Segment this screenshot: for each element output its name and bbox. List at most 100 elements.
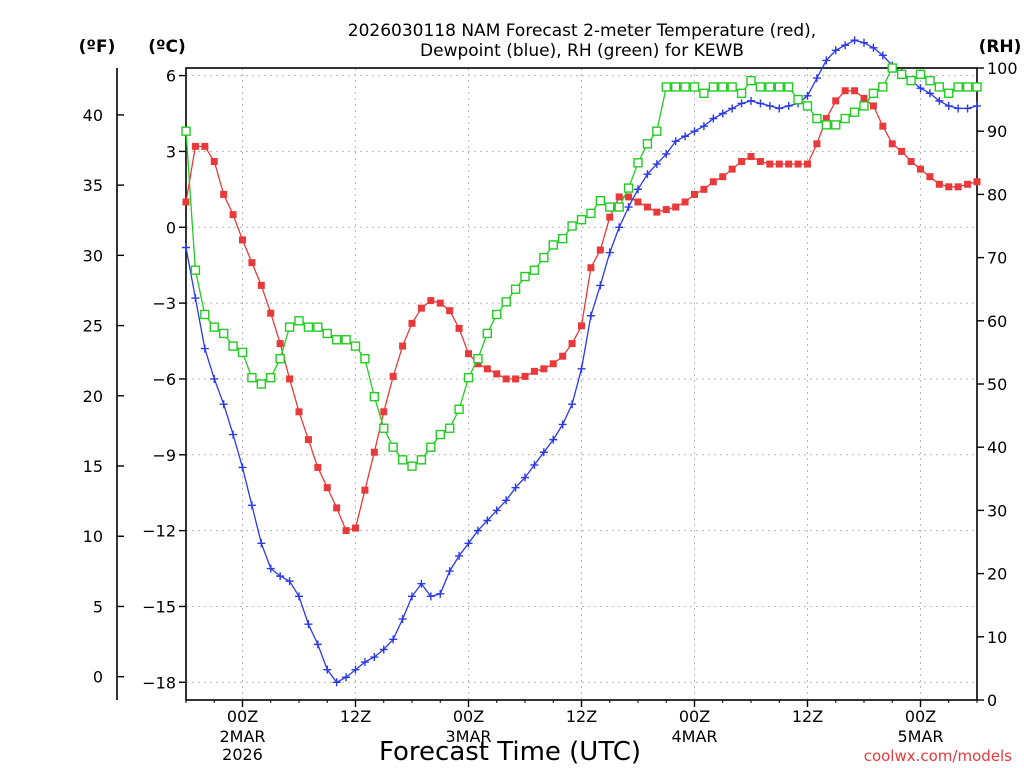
dewpoint-point <box>812 74 821 83</box>
dewpoint-point <box>954 104 963 113</box>
dewpoint-point <box>182 243 190 252</box>
rh-tick-label: 80 <box>987 185 1007 204</box>
temperature-point <box>549 360 557 368</box>
rh-point <box>896 69 907 80</box>
temperature-point <box>785 160 793 168</box>
dewpoint-point <box>210 374 219 383</box>
rh-point <box>492 309 502 320</box>
temperature-point <box>945 183 953 191</box>
temperature-point <box>399 342 407 350</box>
fahrenheit-tick-label: 30 <box>83 246 103 265</box>
rh-point <box>727 82 737 92</box>
rh-tick-label: 10 <box>987 628 1007 647</box>
rh-point <box>887 63 897 73</box>
dewpoint-point <box>634 185 642 194</box>
dewpoint-point <box>784 101 793 110</box>
time-tick-label: 12Z <box>792 707 823 726</box>
dewpoint-point <box>615 223 624 232</box>
dewpoint-point <box>200 344 209 353</box>
dewpoint-point <box>662 149 671 158</box>
celsius-tick-label: −6 <box>152 370 176 389</box>
rh-point <box>661 82 671 92</box>
dewpoint-point <box>530 460 539 469</box>
dewpoint-point <box>718 109 727 118</box>
rh-point <box>218 328 229 339</box>
rh-point <box>435 429 445 440</box>
temperature-point <box>465 350 472 358</box>
rh-point <box>303 322 314 332</box>
rh-point <box>793 94 803 105</box>
time-tick-label: 00Z <box>453 707 484 726</box>
temperature-point <box>738 158 746 166</box>
rh-point <box>275 354 285 364</box>
temperature-point <box>860 94 868 102</box>
rh-point <box>388 442 398 452</box>
time-tick-label: 00Z <box>679 707 710 726</box>
time-tick-date: 3MAR <box>445 727 491 746</box>
dewpoint-point <box>765 101 774 110</box>
temperature-point <box>446 307 454 315</box>
temperature-point <box>709 178 717 186</box>
temperature-point <box>380 408 388 416</box>
dewpoint-point <box>191 294 200 303</box>
time-tick-label: 12Z <box>566 707 597 726</box>
temperature-point <box>634 198 642 206</box>
dewpoint-point <box>342 673 351 682</box>
rh-point <box>586 208 596 219</box>
temperature-point <box>775 160 783 168</box>
celsius-tick-label: −15 <box>142 597 176 616</box>
temperature-point <box>182 198 190 206</box>
fahrenheit-axis-label: (ºF) <box>79 37 116 57</box>
rh-point <box>878 82 888 92</box>
dewpoint-point <box>775 104 784 113</box>
dewpoint-point <box>539 448 548 457</box>
dewpoint-point <box>257 539 266 548</box>
dewpoint-point <box>464 539 473 548</box>
rh-point <box>802 101 813 111</box>
dewpoint-point <box>605 248 614 257</box>
rh-point <box>190 265 201 275</box>
rh-point <box>407 461 417 471</box>
rh-tick-label: 100 <box>987 59 1018 78</box>
rh-point <box>840 113 850 124</box>
temperature-point <box>257 281 265 289</box>
temperature-point <box>286 375 294 383</box>
temperature-point <box>596 246 604 254</box>
temperature-point <box>822 115 830 123</box>
temperature-point <box>587 264 595 272</box>
dewpoint-point <box>398 615 407 624</box>
temperature-point <box>295 408 303 416</box>
rh-tick-label: 40 <box>987 438 1007 457</box>
rh-tick-label: 70 <box>987 249 1007 268</box>
dewpoint-point <box>577 364 586 373</box>
temperature-point <box>662 206 670 214</box>
celsius-tick-labels: 6 3 0 −3 −6 −9 −12 −15 −18 <box>142 67 186 692</box>
rh-point <box>256 379 267 389</box>
rh-tick-label: 50 <box>987 375 1007 394</box>
rh-series <box>181 63 982 471</box>
temperature-point <box>888 140 896 148</box>
rh-point <box>652 126 662 136</box>
rh-point <box>633 158 643 168</box>
dewpoint-point <box>973 101 981 110</box>
temperature-series <box>182 87 981 535</box>
dewpoint-point <box>963 104 972 113</box>
dewpoint-point <box>483 516 492 525</box>
rh-point <box>670 82 681 92</box>
dewpoint-point <box>709 114 718 123</box>
celsius-tick-label: 3 <box>166 142 176 161</box>
temperature-point <box>898 147 906 155</box>
temperature-point <box>954 183 962 191</box>
rh-point <box>765 82 775 92</box>
temperature-point <box>455 324 463 332</box>
rh-point <box>416 455 427 465</box>
temperature-point <box>191 142 199 150</box>
rh-tick-label: 90 <box>987 122 1007 141</box>
temperature-point <box>408 319 416 327</box>
rh-point <box>294 316 304 326</box>
temperature-point <box>653 208 661 216</box>
time-tick-date: 2MAR <box>219 727 265 746</box>
rh-axis-label: (RH) <box>979 37 1022 57</box>
celsius-tick-label: −9 <box>152 446 176 465</box>
dewpoint-point <box>266 564 275 573</box>
